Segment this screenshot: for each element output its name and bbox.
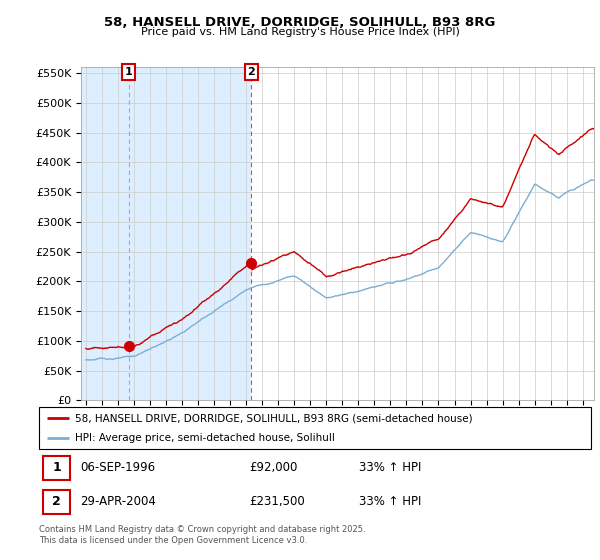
Text: 06-SEP-1996: 06-SEP-1996 <box>80 461 155 474</box>
Bar <box>43 489 70 514</box>
Text: 2: 2 <box>248 67 255 77</box>
Text: 33% ↑ HPI: 33% ↑ HPI <box>359 496 422 508</box>
Text: HPI: Average price, semi-detached house, Solihull: HPI: Average price, semi-detached house,… <box>75 433 335 443</box>
Text: £92,000: £92,000 <box>249 461 297 474</box>
Text: Contains HM Land Registry data © Crown copyright and database right 2025.
This d: Contains HM Land Registry data © Crown c… <box>39 525 365 545</box>
Text: 58, HANSELL DRIVE, DORRIDGE, SOLIHULL, B93 8RG: 58, HANSELL DRIVE, DORRIDGE, SOLIHULL, B… <box>104 16 496 29</box>
Text: 29-APR-2004: 29-APR-2004 <box>80 496 156 508</box>
Text: 33% ↑ HPI: 33% ↑ HPI <box>359 461 422 474</box>
Text: 1: 1 <box>52 461 61 474</box>
Text: 2: 2 <box>52 496 61 508</box>
Text: 58, HANSELL DRIVE, DORRIDGE, SOLIHULL, B93 8RG (semi-detached house): 58, HANSELL DRIVE, DORRIDGE, SOLIHULL, B… <box>75 413 473 423</box>
Bar <box>43 455 70 480</box>
Bar <box>81 67 251 400</box>
Text: 1: 1 <box>125 67 133 77</box>
Text: £231,500: £231,500 <box>249 496 305 508</box>
Text: Price paid vs. HM Land Registry's House Price Index (HPI): Price paid vs. HM Land Registry's House … <box>140 27 460 37</box>
